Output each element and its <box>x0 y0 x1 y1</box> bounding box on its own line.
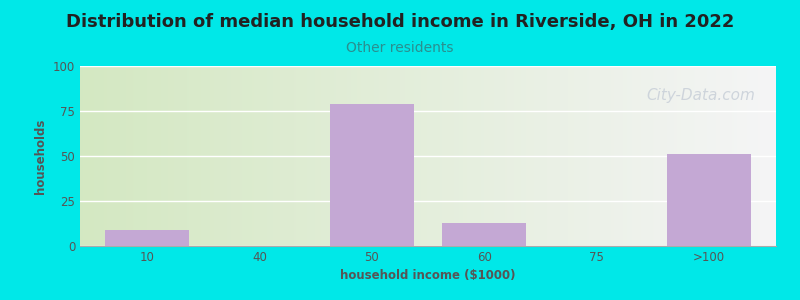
Bar <box>666 154 750 246</box>
Text: Other residents: Other residents <box>346 40 454 55</box>
Text: City-Data.com: City-Data.com <box>646 88 755 103</box>
Text: Distribution of median household income in Riverside, OH in 2022: Distribution of median household income … <box>66 14 734 32</box>
X-axis label: household income ($1000): household income ($1000) <box>340 269 516 282</box>
Bar <box>330 104 414 246</box>
Y-axis label: households: households <box>34 118 47 194</box>
Bar <box>442 223 526 246</box>
Bar <box>106 230 190 246</box>
